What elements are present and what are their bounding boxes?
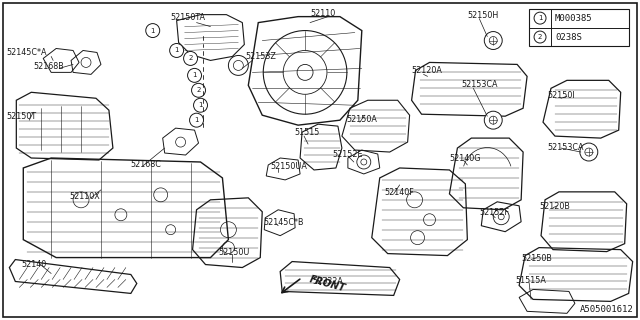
Text: 52168B: 52168B: [33, 62, 64, 71]
Text: 1: 1: [192, 72, 196, 78]
Text: 52152F: 52152F: [479, 208, 509, 217]
Circle shape: [534, 12, 546, 24]
Text: FRONT: FRONT: [308, 274, 346, 293]
Text: 2: 2: [188, 55, 193, 61]
Text: 1: 1: [174, 47, 179, 53]
Text: 52120A: 52120A: [412, 67, 442, 76]
Text: 52110: 52110: [310, 9, 335, 18]
Text: 0238S: 0238S: [555, 33, 582, 42]
Text: 51515: 51515: [294, 128, 319, 137]
Text: 52150A: 52150A: [346, 115, 377, 124]
Text: 52153Z: 52153Z: [245, 52, 276, 61]
Text: 1: 1: [198, 102, 203, 108]
Text: 1: 1: [538, 15, 542, 21]
Text: 52332A: 52332A: [312, 277, 343, 286]
Circle shape: [580, 143, 598, 161]
Circle shape: [484, 111, 502, 129]
Text: 52150H: 52150H: [467, 11, 499, 20]
Text: 52110X: 52110X: [69, 192, 100, 201]
Circle shape: [189, 113, 204, 127]
Polygon shape: [529, 9, 628, 46]
Text: 52150UA: 52150UA: [270, 162, 307, 171]
Text: 52145C*B: 52145C*B: [263, 218, 304, 227]
Text: 52145C*A: 52145C*A: [6, 49, 47, 58]
Text: 52152E: 52152E: [332, 150, 362, 159]
Circle shape: [188, 68, 202, 82]
Text: 52150TA: 52150TA: [171, 13, 205, 22]
Text: 52120B: 52120B: [539, 202, 570, 211]
Text: M000385: M000385: [555, 14, 593, 23]
Text: 52140F: 52140F: [385, 188, 415, 197]
Circle shape: [193, 98, 207, 112]
Text: 51515A: 51515A: [515, 276, 546, 285]
Circle shape: [534, 31, 546, 43]
Text: 52140G: 52140G: [449, 154, 481, 163]
Text: 52150I: 52150I: [547, 91, 575, 100]
Text: 52168C: 52168C: [131, 160, 162, 169]
Circle shape: [184, 52, 198, 65]
Circle shape: [484, 32, 502, 50]
Text: 1: 1: [195, 117, 199, 123]
Text: 52150B: 52150B: [521, 253, 552, 263]
Text: 52153CA: 52153CA: [461, 80, 498, 89]
Text: 52150U: 52150U: [218, 248, 250, 257]
Text: 1: 1: [150, 28, 155, 34]
Circle shape: [170, 44, 184, 58]
Circle shape: [191, 83, 205, 97]
Text: 2: 2: [196, 87, 201, 93]
Text: 52150T: 52150T: [6, 112, 36, 121]
Text: 52140: 52140: [21, 260, 47, 268]
Text: 52153CA: 52153CA: [547, 143, 584, 152]
Text: 2: 2: [538, 34, 542, 40]
Text: A505001612: A505001612: [580, 305, 634, 314]
Circle shape: [146, 24, 160, 37]
